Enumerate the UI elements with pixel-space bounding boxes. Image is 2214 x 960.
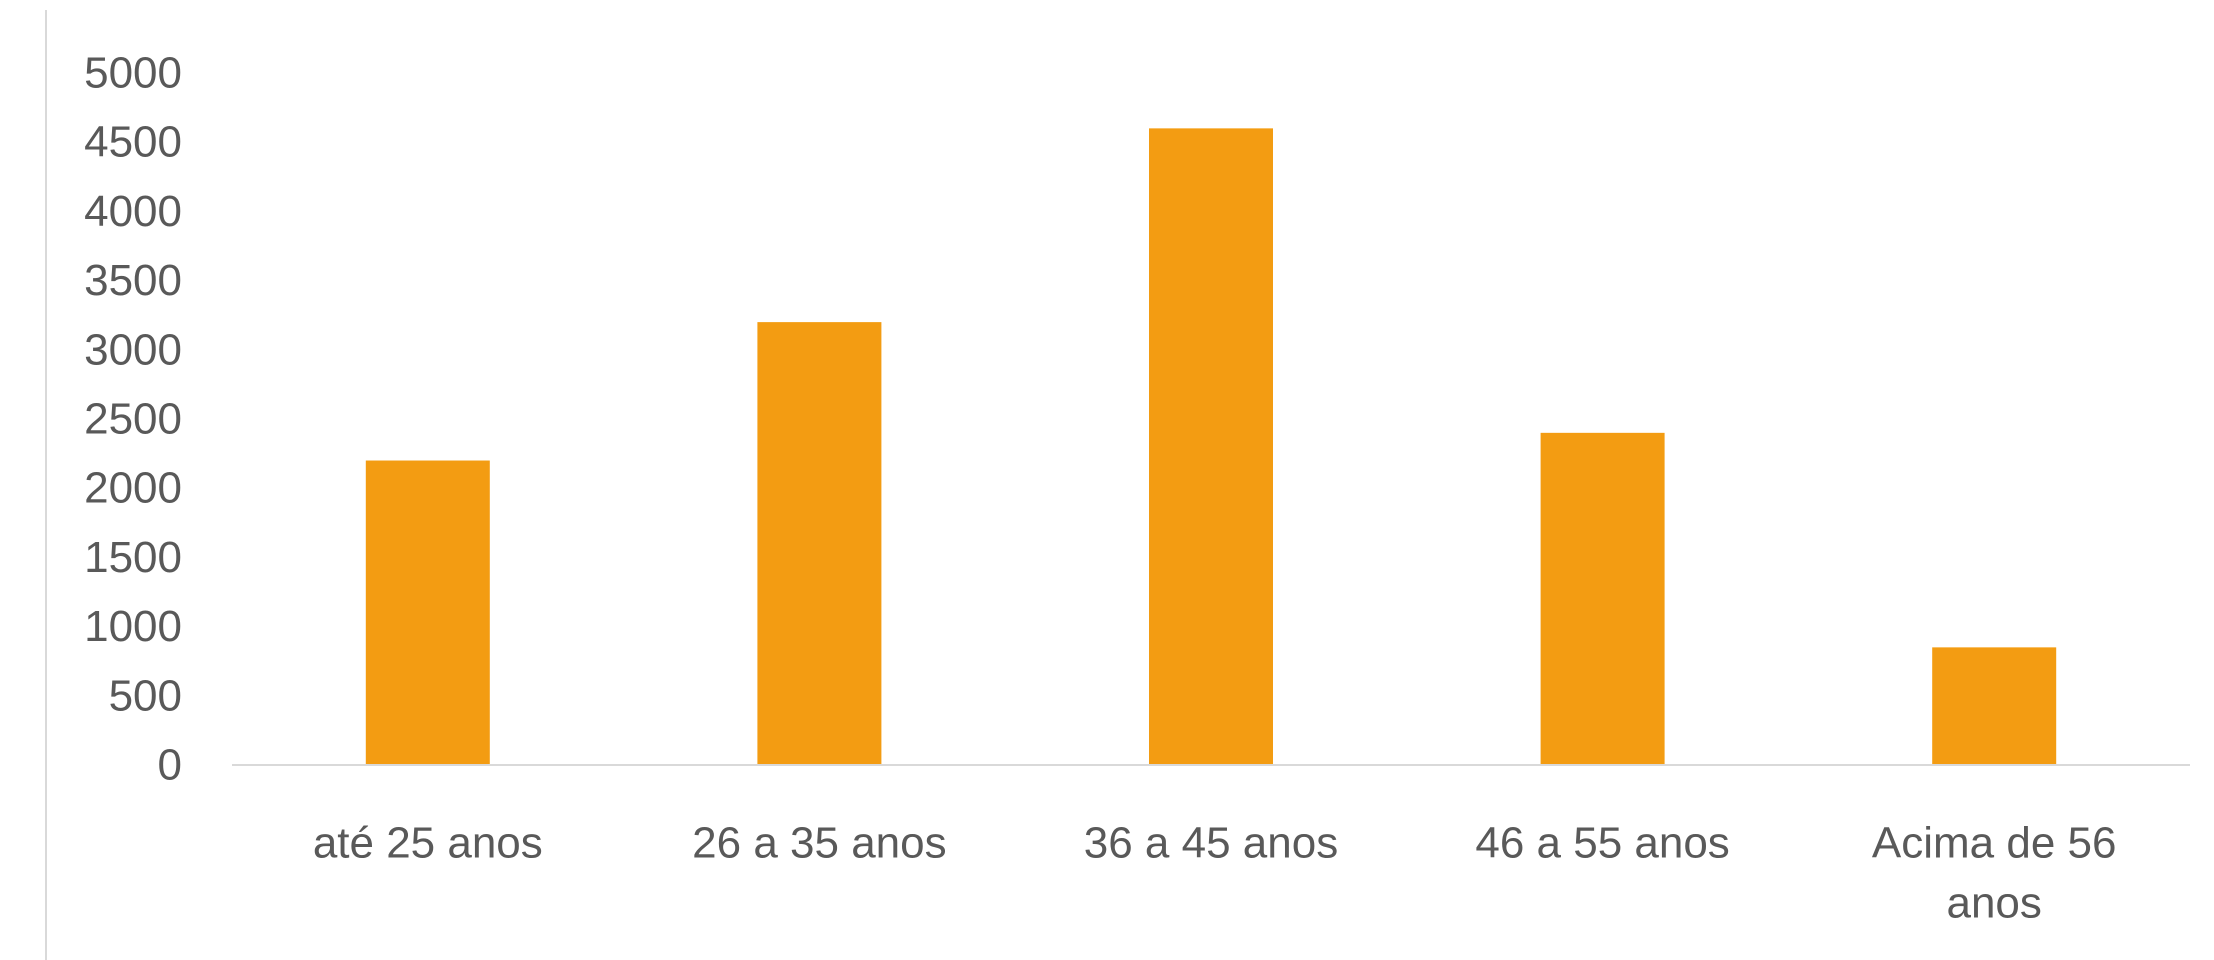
y-axis: 0 500 1000 1500 2000 2500 3000 3500 4000 4500 5000: [84, 49, 182, 790]
x-category-label: 46 a 55 anos: [1475, 819, 1729, 868]
bar: [1149, 128, 1273, 766]
x-category-label: 36 a 45 anos: [1084, 819, 1338, 868]
x-category-label: Acima de 56: [1872, 819, 2117, 868]
bars-group: [365, 128, 2057, 766]
bar: [1540, 432, 1665, 765]
y-tick-label: 500: [109, 671, 182, 720]
y-tick-label: 2500: [84, 395, 182, 444]
y-tick-label: 3500: [84, 256, 182, 305]
y-tick-label: 1500: [84, 533, 182, 582]
x-axis: até 25 anos 26 a 35 anos 36 a 45 anos 46 a …: [313, 819, 2117, 928]
y-tick-label: 3000: [84, 325, 182, 374]
bar: [757, 322, 882, 765]
x-category-label: 26 a 35 anos: [692, 819, 946, 868]
y-tick-label: 1000: [84, 602, 182, 651]
y-tick-label: 4000: [84, 187, 182, 236]
x-category-label: até 25 anos: [313, 819, 543, 868]
y-tick-label: 4500: [84, 118, 182, 167]
y-tick-label: 5000: [84, 49, 182, 98]
y-tick-label: 0: [158, 741, 182, 790]
bar: [365, 460, 490, 765]
y-tick-label: 2000: [84, 464, 182, 513]
bar: [1932, 647, 2057, 765]
x-category-label: anos: [1946, 879, 2041, 928]
